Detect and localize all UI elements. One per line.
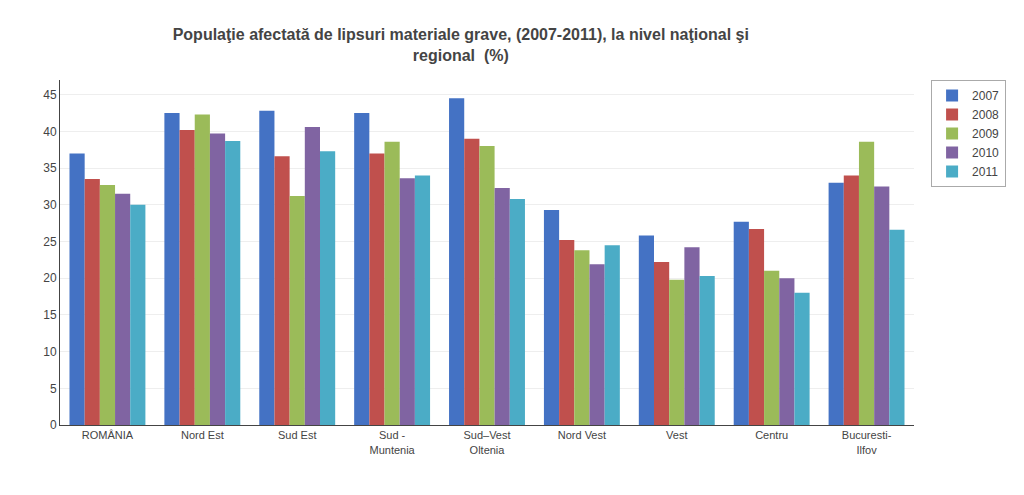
svg-text:45: 45 (43, 88, 57, 102)
svg-text:2008: 2008 (972, 108, 999, 122)
svg-text:5: 5 (50, 382, 57, 396)
svg-text:2010: 2010 (972, 146, 999, 160)
svg-text:25: 25 (43, 235, 57, 249)
svg-text:30: 30 (43, 198, 57, 212)
svg-text:10: 10 (43, 345, 57, 359)
svg-text:Sud -Muntenia: Sud -Muntenia (369, 429, 415, 455)
svg-text:20: 20 (43, 271, 57, 285)
svg-text:ROMÂNIA: ROMÂNIA (82, 429, 134, 441)
svg-text:0: 0 (50, 418, 57, 432)
svg-text:Vest: Vest (666, 429, 687, 441)
svg-text:2011: 2011 (972, 165, 998, 179)
svg-text:Nord Vest: Nord Vest (558, 429, 606, 441)
svg-text:15: 15 (43, 308, 57, 322)
svg-text:2007: 2007 (972, 89, 999, 103)
svg-text:2009: 2009 (972, 127, 999, 141)
svg-text:Nord Est: Nord Est (181, 429, 224, 441)
svg-text:35: 35 (43, 161, 57, 175)
svg-text:Sud–VestOltenia: Sud–VestOltenia (463, 429, 510, 455)
svg-text:Populaţie afectată de lipsuri: Populaţie afectată de lipsuri materiale … (173, 26, 749, 64)
svg-text:Bucuresti-Ilfov: Bucuresti-Ilfov (842, 429, 892, 455)
svg-text:Centru: Centru (755, 429, 788, 441)
svg-text:Sud Est: Sud Est (278, 429, 317, 441)
svg-text:40: 40 (43, 125, 57, 139)
